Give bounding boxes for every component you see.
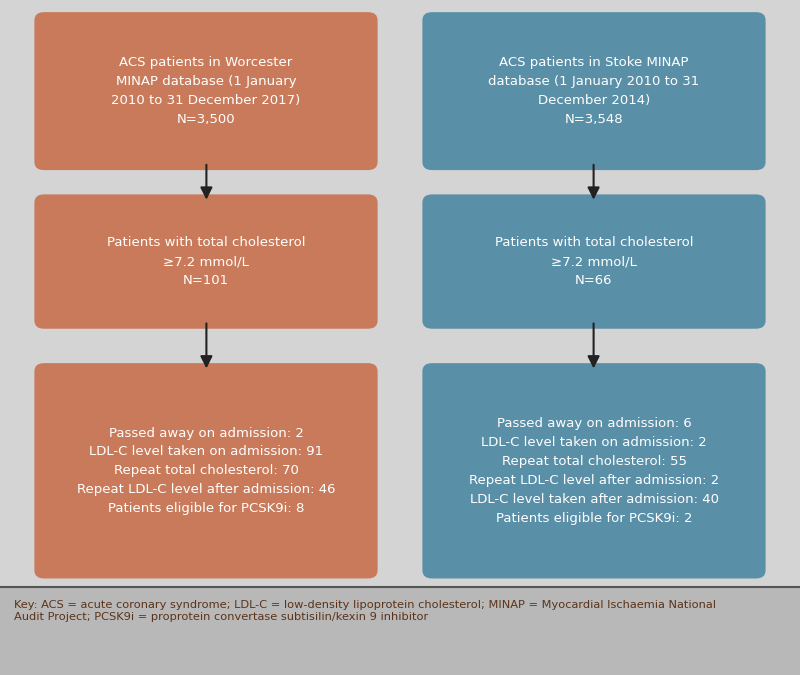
Text: Key: ACS = acute coronary syndrome; LDL-C = low-density lipoprotein cholesterol;: Key: ACS = acute coronary syndrome; LDL-… bbox=[14, 601, 717, 622]
Text: LDL-C level taken after admission: 40: LDL-C level taken after admission: 40 bbox=[470, 493, 718, 506]
Text: 2010 to 31 December 2017): 2010 to 31 December 2017) bbox=[111, 94, 301, 107]
Text: Patients with total cholesterol: Patients with total cholesterol bbox=[494, 236, 694, 249]
Text: Passed away on admission: 2: Passed away on admission: 2 bbox=[109, 427, 303, 439]
Text: Repeat total cholesterol: 70: Repeat total cholesterol: 70 bbox=[114, 464, 298, 477]
Text: Patients with total cholesterol: Patients with total cholesterol bbox=[106, 236, 306, 249]
Text: Repeat LDL-C level after admission: 46: Repeat LDL-C level after admission: 46 bbox=[77, 483, 335, 496]
Text: N=3,500: N=3,500 bbox=[177, 113, 235, 126]
Text: N=3,548: N=3,548 bbox=[565, 113, 623, 126]
Text: Patients eligible for PCSK9i: 2: Patients eligible for PCSK9i: 2 bbox=[496, 512, 692, 524]
FancyBboxPatch shape bbox=[34, 194, 378, 329]
Text: database (1 January 2010 to 31: database (1 January 2010 to 31 bbox=[488, 75, 700, 88]
Text: ≥7.2 mmol/L: ≥7.2 mmol/L bbox=[163, 255, 249, 268]
Text: Repeat LDL-C level after admission: 2: Repeat LDL-C level after admission: 2 bbox=[469, 474, 719, 487]
FancyBboxPatch shape bbox=[422, 12, 766, 170]
Text: ACS patients in Stoke MINAP: ACS patients in Stoke MINAP bbox=[499, 56, 689, 70]
FancyBboxPatch shape bbox=[422, 194, 766, 329]
FancyBboxPatch shape bbox=[34, 363, 378, 578]
Text: December 2014): December 2014) bbox=[538, 94, 650, 107]
Text: LDL-C level taken on admission: 91: LDL-C level taken on admission: 91 bbox=[89, 446, 323, 458]
Text: ≥7.2 mmol/L: ≥7.2 mmol/L bbox=[551, 255, 637, 268]
Text: ACS patients in Worcester: ACS patients in Worcester bbox=[119, 56, 293, 70]
Text: Passed away on admission: 6: Passed away on admission: 6 bbox=[497, 417, 691, 430]
FancyBboxPatch shape bbox=[422, 363, 766, 578]
Text: Repeat total cholesterol: 55: Repeat total cholesterol: 55 bbox=[502, 455, 686, 468]
Text: LDL-C level taken on admission: 2: LDL-C level taken on admission: 2 bbox=[481, 436, 707, 449]
Text: N=101: N=101 bbox=[183, 274, 229, 287]
Text: Patients eligible for PCSK9i: 8: Patients eligible for PCSK9i: 8 bbox=[108, 502, 304, 515]
Text: N=66: N=66 bbox=[575, 274, 613, 287]
FancyBboxPatch shape bbox=[34, 12, 378, 170]
Bar bbox=[0, 587, 800, 675]
Text: MINAP database (1 January: MINAP database (1 January bbox=[116, 75, 296, 88]
